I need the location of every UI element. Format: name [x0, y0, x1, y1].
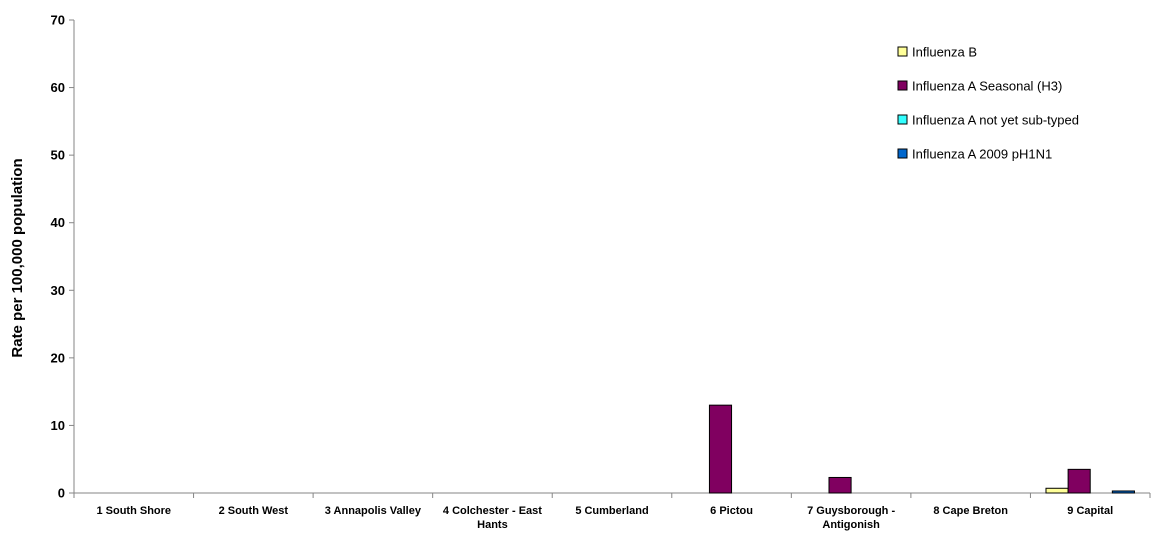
y-tick-label: 60	[51, 80, 65, 95]
bar	[1067, 468, 1091, 494]
y-tick-label: 0	[58, 486, 65, 501]
x-tick-label: 2 South West	[219, 505, 289, 517]
legend-swatch	[897, 114, 908, 125]
x-tick-label: 8 Cape Breton	[933, 505, 1008, 517]
y-axis-label: Rate per 100,000 population	[9, 158, 26, 357]
y-tick-label: 20	[51, 350, 65, 365]
x-tick-label: 7 Guysborough -Antigonish	[807, 505, 895, 531]
legend-label: Influenza A not yet sub-typed	[912, 113, 1079, 128]
bar	[1045, 487, 1069, 494]
bar	[1111, 490, 1135, 494]
legend-label: Influenza A 2009 pH1N1	[912, 147, 1052, 162]
y-tick-label: 40	[51, 215, 65, 230]
bar	[828, 476, 852, 494]
x-tick-label: 5 Cumberland	[575, 505, 648, 517]
y-tick-label: 70	[51, 13, 65, 28]
axes: 0 10 20 30 40 50 60 70 1 South Shore 2 South West…	[51, 13, 1151, 531]
x-tick-label: 3 Annapolis Valley	[325, 505, 422, 517]
legend-label: Influenza B	[912, 45, 977, 60]
y-tick-label: 30	[51, 283, 65, 298]
x-tick-label: 9 Capital	[1067, 505, 1113, 517]
bar	[708, 404, 733, 494]
bars	[708, 404, 1135, 494]
legend: Influenza B Influenza A Seasonal (H3) Infl…	[897, 45, 1079, 162]
y-tick-label: 50	[51, 148, 65, 163]
legend-swatch	[897, 148, 908, 159]
x-tick-label: 1 South Shore	[96, 505, 171, 517]
legend-label: Influenza A Seasonal (H3)	[912, 79, 1062, 94]
legend-swatch	[897, 46, 908, 57]
y-tick-label: 10	[51, 418, 65, 433]
legend-swatch	[897, 80, 908, 91]
x-tick-label: 6 Pictou	[710, 505, 753, 517]
x-tick-label: 4 Colchester - East Hants	[443, 505, 542, 531]
